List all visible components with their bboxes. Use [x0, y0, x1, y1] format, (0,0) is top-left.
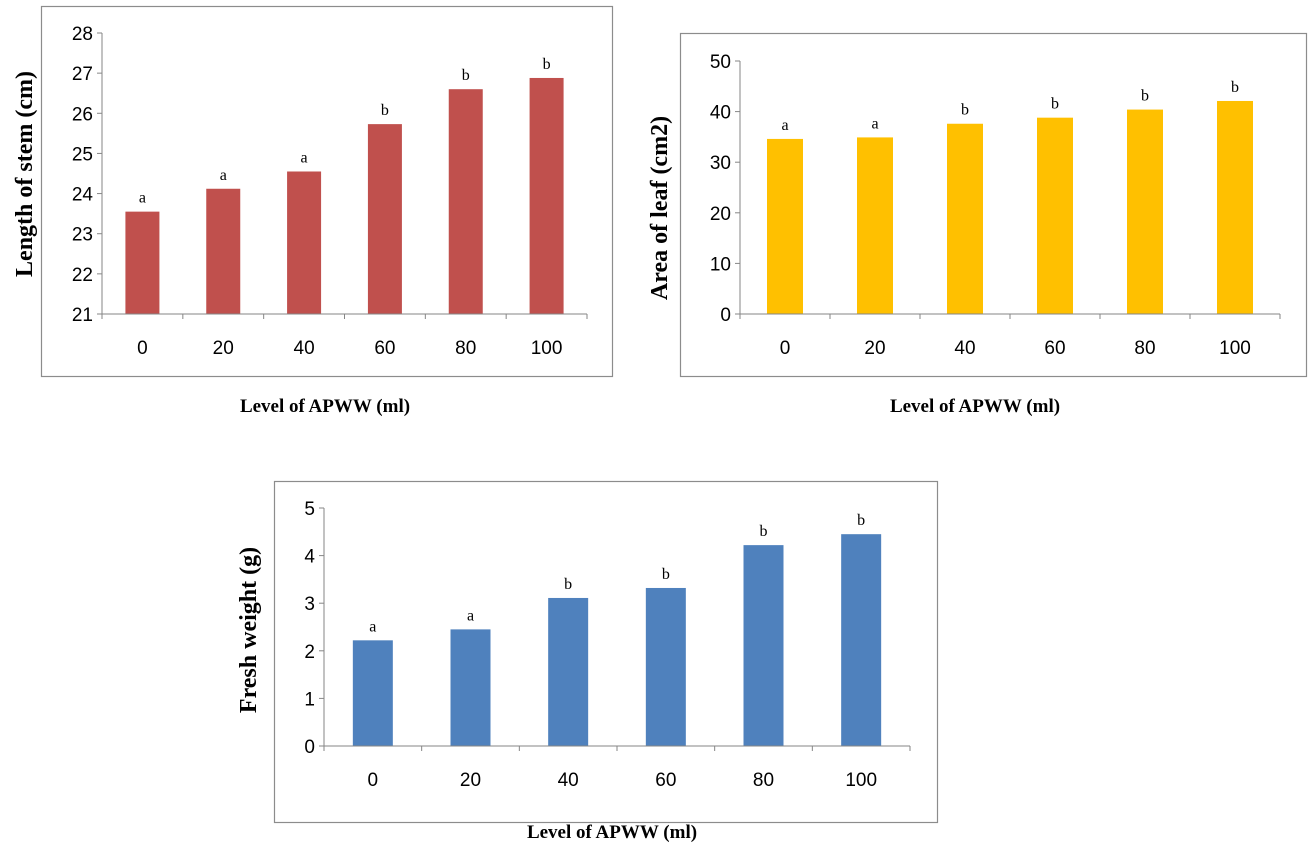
x-tick-label: 20	[460, 770, 481, 791]
y-tick-label: 4	[304, 547, 315, 568]
bar	[857, 137, 893, 314]
y-tick-label: 5	[304, 499, 315, 520]
x-tick-label: 100	[531, 338, 563, 359]
fresh-weight-ticks: 0 1 2 3 4 5 0 20 40 60 80 100	[304, 499, 911, 791]
significance-letter: b	[1051, 96, 1059, 113]
significance-letter: a	[781, 117, 788, 134]
significance-letter: b	[1231, 79, 1239, 96]
stem-length-chart: a a a b b b 21 22 23 24 25 26 27 28 0 20 40 60 80 100 Leng…	[0, 0, 620, 420]
significance-letter: b	[857, 512, 865, 529]
bar	[529, 77, 564, 315]
bar	[125, 211, 160, 314]
bar	[645, 587, 686, 746]
significance-letter: b	[961, 102, 969, 119]
significance-letter: a	[871, 115, 878, 132]
leaf-area-chart: a a b b b b 0 10 20 30 40 50 0 20 40 60 80 100 Area of l…	[630, 0, 1309, 420]
y-tick-label: 2	[304, 642, 315, 663]
y-tick-label: 3	[304, 594, 315, 615]
significance-letter: a	[220, 167, 227, 184]
stem-length-ticks: 21 22 23 24 25 26 27 28 0 20 40 60 80 100	[72, 24, 588, 359]
fresh-weight-marks: a a b b b b	[352, 512, 882, 746]
significance-letter: b	[381, 102, 389, 119]
significance-letter: b	[1141, 88, 1149, 105]
x-tick-label: 0	[368, 770, 379, 791]
bar	[1127, 109, 1163, 315]
y-axis-title: Area of leaf (cm2)	[647, 116, 673, 300]
significance-letter: b	[462, 67, 470, 84]
x-axis-title: Level of APWW (ml)	[890, 396, 1060, 417]
bar	[367, 124, 402, 314]
y-tick-label: 40	[710, 103, 731, 124]
y-axis-title: Length of stem (cm)	[12, 71, 38, 277]
x-tick-label: 0	[780, 338, 791, 359]
x-tick-label: 0	[137, 338, 148, 359]
fresh-weight-chart-svg: a a b b b b 0 1 2 3 4 5 0 20 40 60 80 100 Fresh weight (…	[236, 480, 939, 843]
x-tick-label: 40	[558, 770, 579, 791]
bar	[947, 123, 983, 314]
x-tick-label: 20	[213, 338, 234, 359]
y-tick-label: 10	[710, 254, 731, 275]
y-tick-label: 25	[72, 144, 93, 165]
x-tick-label: 60	[374, 338, 395, 359]
significance-letter: a	[301, 149, 308, 166]
y-tick-label: 24	[72, 185, 94, 206]
leaf-area-chart-svg: a a b b b b 0 10 20 30 40 50 0 20 40 60 80 100 Area of l…	[647, 32, 1308, 417]
x-tick-label: 100	[1219, 338, 1251, 359]
x-tick-label: 40	[954, 338, 975, 359]
x-axis-title: Level of APWW (ml)	[527, 822, 697, 843]
bar	[352, 640, 393, 746]
fresh-weight-chart: a a b b b b 0 1 2 3 4 5 0 20 40 60 80 100 Fresh weight (…	[215, 430, 955, 847]
x-tick-label: 80	[753, 770, 774, 791]
y-tick-label: 27	[72, 64, 93, 85]
stem-length-marks: a a a b b b	[125, 56, 564, 315]
significance-letter: b	[662, 566, 670, 583]
x-tick-label: 20	[864, 338, 885, 359]
bar	[767, 138, 803, 314]
x-tick-label: 60	[1044, 338, 1065, 359]
y-tick-label: 30	[710, 153, 731, 174]
stem-length-chart-svg: a a a b b b 21 22 23 24 25 26 27 28 0 20 40 60 80 100 Leng…	[12, 5, 614, 417]
y-tick-label: 26	[72, 104, 93, 125]
x-tick-label: 60	[655, 770, 676, 791]
y-tick-label: 1	[304, 689, 315, 710]
x-tick-label: 80	[455, 338, 476, 359]
bar	[841, 534, 882, 746]
y-tick-label: 50	[710, 52, 731, 73]
bar	[548, 597, 589, 746]
bar	[450, 629, 491, 746]
bar	[448, 89, 483, 314]
y-tick-label: 20	[710, 204, 731, 225]
y-tick-label: 23	[72, 225, 93, 246]
x-tick-label: 40	[294, 338, 315, 359]
significance-letter: a	[467, 607, 474, 624]
y-axis-title: Fresh weight (g)	[236, 547, 262, 713]
significance-letter: a	[369, 618, 376, 635]
bar	[287, 171, 322, 314]
bar	[1037, 117, 1073, 314]
bar	[1217, 100, 1253, 314]
x-axis-title: Level of APWW (ml)	[240, 396, 410, 417]
y-tick-label: 28	[72, 24, 93, 45]
significance-letter: b	[760, 523, 768, 540]
bar	[743, 545, 784, 746]
y-tick-label: 22	[72, 265, 93, 286]
significance-letter: b	[564, 576, 572, 593]
leaf-area-ticks: 0 10 20 30 40 50 0 20 40 60 80 100	[710, 52, 1281, 359]
chart-frame	[40, 5, 614, 378]
significance-letter: b	[543, 56, 551, 73]
significance-letter: a	[139, 190, 146, 207]
y-tick-label: 21	[72, 305, 93, 326]
leaf-area-marks: a a b b b b	[767, 79, 1253, 315]
x-tick-label: 80	[1134, 338, 1155, 359]
y-tick-label: 0	[720, 305, 731, 326]
bar	[206, 188, 241, 314]
x-tick-label: 100	[845, 770, 877, 791]
y-tick-label: 0	[304, 737, 315, 758]
